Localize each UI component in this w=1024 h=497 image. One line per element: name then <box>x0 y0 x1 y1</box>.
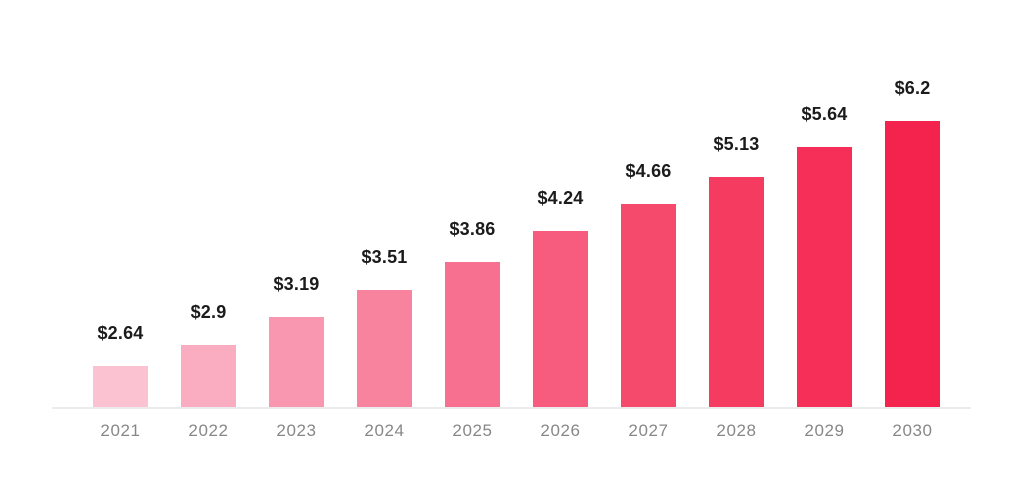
bar-column: $4.66 2027 <box>621 161 676 440</box>
bar <box>621 204 676 407</box>
x-axis-tick-label: 2024 <box>364 421 405 440</box>
bar <box>357 290 412 407</box>
x-axis-tick-label: 2023 <box>276 421 317 440</box>
x-axis-tick-label: 2029 <box>804 421 845 440</box>
bar <box>181 345 236 407</box>
bar-column: $3.51 2024 <box>357 247 412 440</box>
bar <box>885 121 940 407</box>
x-axis-tick-label: 2030 <box>892 421 933 440</box>
x-axis-tick-label: 2022 <box>188 421 229 440</box>
bar-value-label: $4.66 <box>625 161 672 181</box>
bar <box>93 366 148 407</box>
bar <box>445 262 500 407</box>
bar-value-label: $3.51 <box>361 247 408 267</box>
bar-value-label: $2.64 <box>97 323 144 343</box>
bar-column: $2.9 2022 <box>181 302 236 440</box>
bar <box>797 147 852 407</box>
bar-column: $2.64 2021 <box>93 323 148 440</box>
bar-value-label: $5.13 <box>713 134 760 154</box>
x-axis-tick-label: 2028 <box>716 421 757 440</box>
bar-column: $4.24 2026 <box>533 188 588 440</box>
bar <box>269 317 324 407</box>
plot-area: $2.64 2021 $2.9 2022 $3.19 2023 $3.51 2024 $3.86… <box>52 0 971 440</box>
bar-value-label: $4.24 <box>537 188 584 208</box>
bar <box>533 231 588 407</box>
bar-value-label: $6.2 <box>894 78 931 98</box>
bar-column: $5.13 2028 <box>709 134 764 440</box>
bar-column: $3.19 2023 <box>269 274 324 440</box>
bar-value-label: $3.19 <box>273 274 320 294</box>
x-axis-line <box>52 407 971 409</box>
bar <box>709 177 764 407</box>
bars-row: $2.64 2021 $2.9 2022 $3.19 2023 $3.51 2024 $3.86… <box>93 78 940 440</box>
x-axis-tick-label: 2026 <box>540 421 581 440</box>
x-axis-tick-label: 2021 <box>100 421 141 440</box>
bar-value-label: $2.9 <box>190 302 227 322</box>
bar-value-label: $3.86 <box>449 219 496 239</box>
bar-value-label: $5.64 <box>801 104 848 124</box>
x-axis-tick-label: 2025 <box>452 421 493 440</box>
bar-column: $3.86 2025 <box>445 219 500 440</box>
bar-column: $5.64 2029 <box>797 104 852 440</box>
bar-column: $6.2 2030 <box>885 78 940 440</box>
x-axis-tick-label: 2027 <box>628 421 669 440</box>
